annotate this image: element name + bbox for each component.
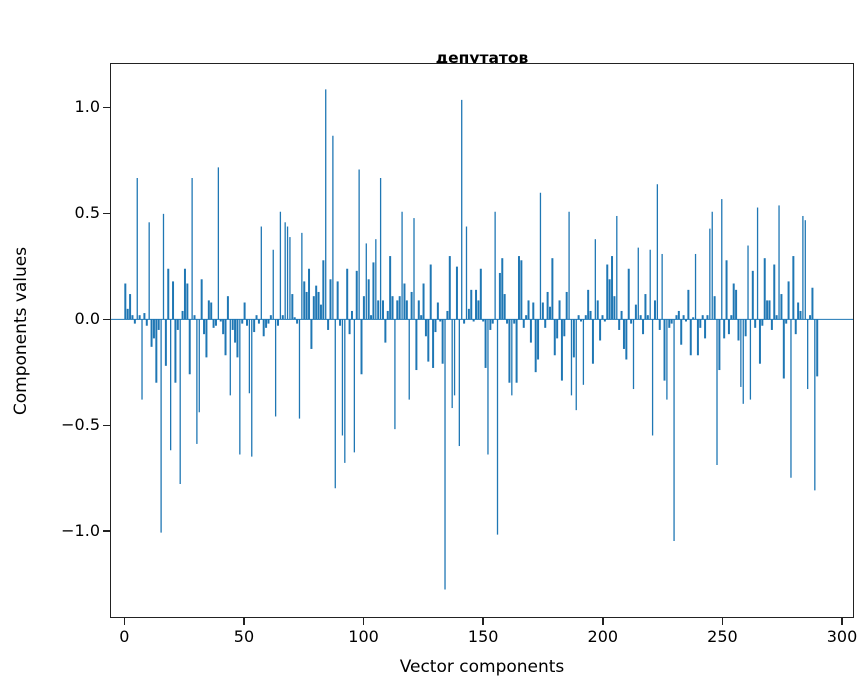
y-tick-label-wrap: 0.5: [22, 205, 100, 221]
y-tick-label-wrap: 1.0: [22, 99, 100, 115]
x-tick-mark: [243, 618, 245, 625]
x-tick-mark: [362, 618, 365, 625]
y-tick-label-wrap: −1.0: [22, 523, 100, 539]
x-tick-label: 200: [587, 627, 619, 646]
y-axis-label: Components values: [11, 246, 31, 416]
y-tick-mark: [103, 318, 110, 320]
x-tick-label: 100: [348, 627, 379, 646]
x-tick-mark: [123, 618, 126, 625]
x-tick-mark: [602, 618, 604, 625]
y-tick-label-wrap: 0.0: [22, 311, 100, 327]
plot-axes: [110, 63, 854, 618]
y-tick-label: −0.5: [61, 415, 100, 435]
y-tick-mark: [103, 530, 110, 532]
y-tick-label: 1.0: [74, 97, 100, 117]
chart-title-word: депутатов: [435, 49, 529, 67]
x-tick-label: 50: [233, 627, 255, 646]
x-axis-label: Vector components: [399, 657, 565, 677]
y-tick-mark: [103, 106, 110, 109]
y-tick-label: −1.0: [61, 521, 100, 541]
y-tick-mark: [103, 424, 110, 426]
x-tick-label: 150: [467, 627, 499, 646]
x-tick-label: 250: [707, 627, 738, 646]
y-tick-label-wrap: −0.5: [22, 417, 100, 433]
x-tick-mark: [841, 618, 843, 625]
x-tick-mark: [482, 618, 484, 625]
x-tick-label: 0: [119, 627, 130, 646]
y-tick-mark: [103, 212, 110, 215]
plot-surface: [111, 64, 853, 617]
x-tick-mark: [721, 618, 724, 625]
y-tick-label: 0.5: [74, 203, 100, 223]
x-tick-label: 300: [826, 627, 858, 646]
y-tick-label: 0.0: [74, 309, 100, 329]
stem-series: [111, 89, 853, 590]
